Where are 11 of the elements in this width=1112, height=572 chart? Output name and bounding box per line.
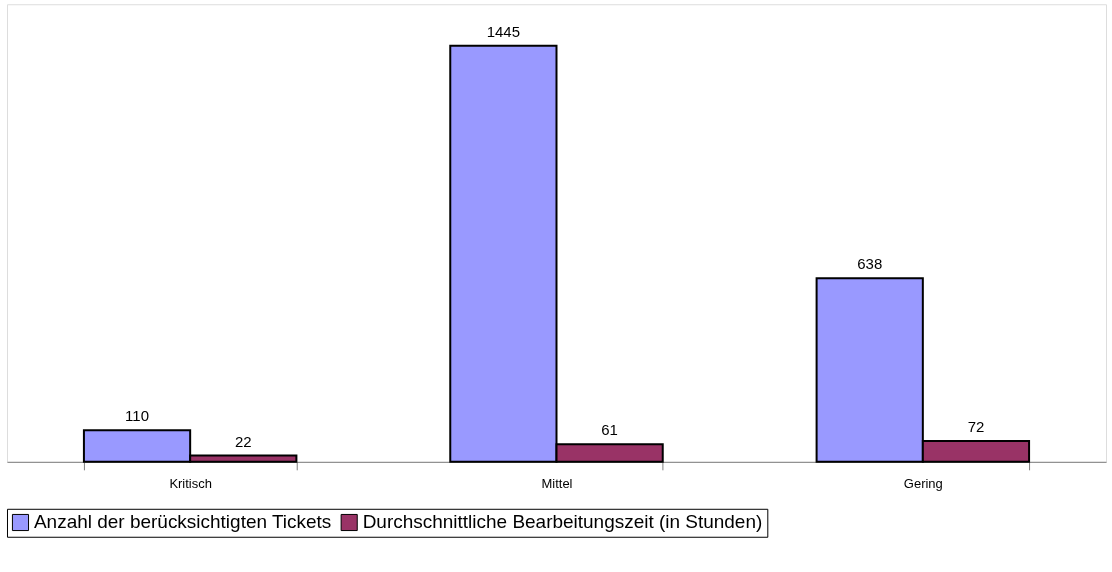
data-label: 638 xyxy=(857,255,883,273)
legend-label: Anzahl der berücksichtigten Tickets xyxy=(33,511,332,533)
data-label: 72 xyxy=(967,418,985,436)
x-tick-label: Mittel xyxy=(541,476,573,492)
x-tick-label: Gering xyxy=(903,476,943,492)
legend-label: Durchschnittliche Bearbeitungszeit (in Stunden) xyxy=(362,511,763,533)
x-tick-label: Kritisch xyxy=(169,476,212,492)
data-label: 61 xyxy=(601,421,618,439)
data-label: 110 xyxy=(125,407,149,425)
data-label: 22 xyxy=(234,432,252,450)
data-label: 1445 xyxy=(486,22,521,40)
